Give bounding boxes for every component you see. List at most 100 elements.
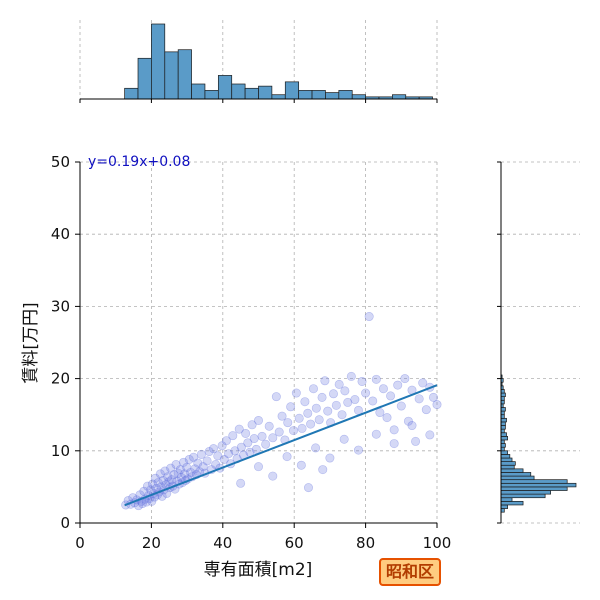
top-hist-bar (164, 51, 179, 100)
scatter-point (294, 413, 304, 423)
x-tick-label: 100 (423, 534, 452, 552)
scatter-point (189, 452, 199, 462)
scatter-point (382, 413, 392, 423)
top-hist-bar (151, 23, 166, 100)
scatter-point (393, 380, 403, 390)
scatter-point (389, 425, 399, 435)
scatter-point (311, 443, 321, 453)
x-axis-title: 専有面積[m2] (204, 560, 313, 580)
right-histogram (500, 374, 577, 513)
scatter-point (236, 478, 246, 488)
scatter-point (163, 472, 173, 482)
top-hist-bar (271, 94, 286, 100)
right-hist-bar (500, 461, 516, 466)
scatter-point (139, 486, 149, 496)
regression-equation: y=0.19x+0.08 (88, 154, 190, 170)
top-hist-bar (231, 83, 246, 100)
scatter-point (432, 400, 442, 410)
scatter-point (257, 431, 267, 441)
scatter-point (171, 460, 181, 470)
scatter-points (121, 312, 442, 511)
scatter-point (241, 428, 251, 438)
district-badge: 昭和区 (379, 558, 442, 586)
scatter-point (343, 397, 353, 407)
scatter-point (142, 481, 152, 491)
scatter-point (164, 477, 174, 487)
scatter-point (249, 434, 259, 444)
right-hist-bar (500, 504, 508, 509)
scatter-point (323, 406, 333, 416)
scatter-point (254, 462, 264, 472)
y-tick-label: 40 (51, 225, 70, 243)
scatter-point (202, 456, 212, 466)
scatter-point (375, 408, 385, 418)
scatter-point (297, 423, 307, 433)
scatter-point (147, 496, 157, 506)
top-hist-bar (258, 85, 273, 100)
scatter-point (180, 469, 190, 479)
scatter-point (217, 441, 227, 451)
scatter-point (414, 394, 424, 404)
right-hist-bar (500, 450, 508, 455)
scatter-point (353, 445, 363, 455)
scatter-point (331, 400, 341, 410)
scatter-point (291, 388, 301, 398)
scatter-point (167, 475, 177, 485)
right-hist-bar (500, 486, 568, 491)
x-tick-label: 20 (142, 534, 161, 552)
scatter-point (150, 473, 160, 483)
scatter-point (261, 439, 271, 449)
right-hist-bar (500, 425, 506, 430)
right-hist-bar (500, 490, 551, 495)
scatter-point (371, 374, 381, 384)
scatter-point (407, 421, 417, 431)
top-hist-bar (177, 49, 192, 100)
scatter-point (190, 464, 200, 474)
scatter-point (283, 418, 293, 428)
scatter-point (361, 388, 371, 398)
scatter-point (418, 378, 428, 388)
scatter-point (303, 483, 313, 493)
scatter-point (182, 462, 192, 472)
scatter-point (282, 452, 292, 462)
y-tick-label: 10 (51, 442, 70, 460)
right-hist-bar (500, 432, 507, 437)
right-hist-bar (500, 479, 568, 484)
scatter-point (264, 421, 274, 431)
scatter-point (303, 408, 313, 418)
scatter-point (211, 460, 221, 470)
scatter-point (230, 446, 240, 456)
y-tick-label: 20 (51, 370, 70, 388)
top-hist-bar (338, 90, 353, 100)
scatter-point (247, 420, 257, 430)
scatter-point (153, 478, 163, 488)
right-hist-bar (500, 482, 577, 488)
right-hist-bar (500, 392, 506, 398)
scatter-point (350, 395, 360, 405)
y-tick-label: 50 (51, 153, 70, 171)
right-hist-bar (500, 436, 508, 441)
scatter-point (320, 376, 330, 386)
scatter-point (368, 396, 378, 406)
top-hist-bar (351, 94, 366, 100)
scatter-point (378, 384, 388, 394)
tick-labels: 0 20 40 60 80 100 0 10 20 30 40 50 (51, 153, 451, 552)
scatter-point (147, 479, 157, 489)
scatter-point (425, 430, 435, 440)
scatter-point (221, 436, 231, 446)
scatter-point (340, 386, 350, 396)
x-tick-label: 0 (75, 534, 85, 552)
top-hist-bar (244, 87, 259, 100)
scatter-point (268, 471, 278, 481)
scatter-point (421, 405, 431, 415)
y-tick-label: 0 (60, 514, 70, 532)
scatter-point (176, 473, 186, 483)
scatter-point (169, 470, 179, 480)
scatter-point (317, 392, 327, 402)
scatter-point (296, 460, 306, 470)
scatter-point (146, 485, 156, 495)
scatter-point (403, 416, 413, 426)
scatter-point (300, 397, 310, 407)
scatter-point (274, 427, 284, 437)
